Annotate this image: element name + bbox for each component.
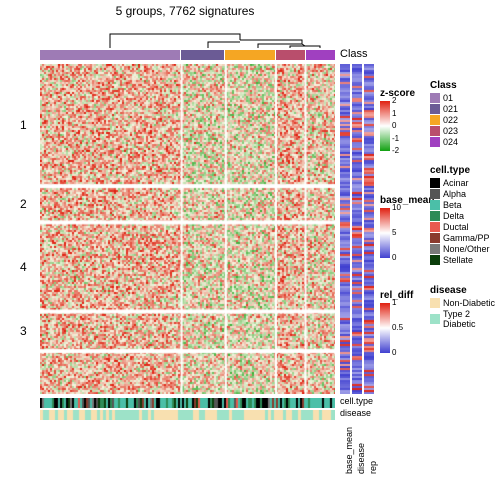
legend-item: Beta xyxy=(430,200,490,210)
legend-gradient xyxy=(380,208,390,258)
legend-ticks: 10.50 xyxy=(392,303,412,353)
legend-item: 023 xyxy=(430,126,458,136)
legend-title: disease xyxy=(430,285,504,296)
disease-legend: disease Non-DiabeticType 2 Diabetic xyxy=(430,285,504,330)
legend-label: 022 xyxy=(443,115,458,125)
legend-item: Delta xyxy=(430,211,490,221)
zscore-legend: z-score 210-1-2 xyxy=(380,88,415,151)
disease-annotation-bar xyxy=(40,410,335,420)
legend-label: Alpha xyxy=(443,189,466,199)
legend-item: 01 xyxy=(430,93,458,103)
class-legend: Class 01021022023024 xyxy=(430,80,458,148)
legend-item: Ductal xyxy=(430,222,490,232)
legend-swatch xyxy=(430,126,440,136)
side-col-label: base_mean xyxy=(344,427,354,474)
legend-swatch xyxy=(430,211,440,221)
celltype-legend: cell.type AcinarAlphaBetaDeltaDuctalGamma… xyxy=(430,165,490,266)
legend-item: Stellate xyxy=(430,255,490,265)
legend-label: Acinar xyxy=(443,178,469,188)
legend-swatch xyxy=(430,244,440,254)
legend-ticks: 1050 xyxy=(392,208,412,258)
row-annotation-columns xyxy=(340,64,374,394)
legend-swatch xyxy=(430,178,440,188)
row-group-label: 3 xyxy=(20,324,27,338)
legend-swatch xyxy=(430,298,440,308)
legend-item: Gamma/PP xyxy=(430,233,490,243)
legend-item: 024 xyxy=(430,137,458,147)
legend-swatch xyxy=(430,189,440,199)
legend-swatch xyxy=(430,115,440,125)
legend-label: Beta xyxy=(443,200,462,210)
legend-swatch xyxy=(430,104,440,114)
reldiff-legend: rel_diff 10.50 xyxy=(380,290,413,353)
legend-gradient xyxy=(380,101,390,151)
legend-title: z-score xyxy=(380,88,415,99)
class-segment xyxy=(40,50,180,60)
legend-gradient xyxy=(380,303,390,353)
legend-swatch xyxy=(430,233,440,243)
class-segment xyxy=(276,50,305,60)
expression-heatmap xyxy=(40,64,335,394)
legend-item: 022 xyxy=(430,115,458,125)
side-col-rep xyxy=(364,64,374,394)
legend-label: Stellate xyxy=(443,255,473,265)
legend-swatch xyxy=(430,255,440,265)
side-col-label: disease xyxy=(356,443,366,474)
celltype-row-label: cell.type xyxy=(340,396,373,406)
row-group-label: 4 xyxy=(20,260,27,274)
legend-item: Acinar xyxy=(430,178,490,188)
side-col-label: rep xyxy=(368,461,378,474)
legend-item: None/Other xyxy=(430,244,490,254)
legend-label: Gamma/PP xyxy=(443,233,490,243)
legend-swatch xyxy=(430,137,440,147)
legend-ticks: 210-1-2 xyxy=(392,101,412,151)
legend-title: Class xyxy=(430,80,458,91)
legend-label: 021 xyxy=(443,104,458,114)
side-col-base_mean xyxy=(340,64,350,394)
class-segment xyxy=(181,50,225,60)
legend-label: Type 2 Diabetic xyxy=(443,309,504,329)
chart-title: 5 groups, 7762 signatures xyxy=(60,4,310,18)
legend-title: base_mean xyxy=(380,195,434,206)
legend-item: Non-Diabetic xyxy=(430,298,504,308)
row-group-label: 1 xyxy=(20,118,27,132)
legend-swatch xyxy=(430,222,440,232)
basemean-legend: base_mean 1050 xyxy=(380,195,434,258)
legend-label: 023 xyxy=(443,126,458,136)
legend-label: Delta xyxy=(443,211,464,221)
legend-label: 024 xyxy=(443,137,458,147)
celltype-annotation-bar xyxy=(40,398,335,408)
disease-row-label: disease xyxy=(340,408,371,418)
legend-title: cell.type xyxy=(430,165,490,176)
legend-label: Non-Diabetic xyxy=(443,298,495,308)
side-col-disease xyxy=(352,64,362,394)
legend-label: 01 xyxy=(443,93,453,103)
legend-swatch xyxy=(430,93,440,103)
legend-swatch xyxy=(430,314,440,324)
class-annotation-bar xyxy=(40,50,335,60)
class-segment xyxy=(225,50,274,60)
row-group-label: 2 xyxy=(20,197,27,211)
class-segment xyxy=(306,50,335,60)
legend-item: Alpha xyxy=(430,189,490,199)
legend-item: 021 xyxy=(430,104,458,114)
legend-label: Ductal xyxy=(443,222,469,232)
legend-title: rel_diff xyxy=(380,290,413,301)
legend-swatch xyxy=(430,200,440,210)
legend-item: Type 2 Diabetic xyxy=(430,309,504,329)
class-bar-label: Class xyxy=(340,48,368,60)
legend-label: None/Other xyxy=(443,244,490,254)
column-dendrogram xyxy=(40,20,335,48)
